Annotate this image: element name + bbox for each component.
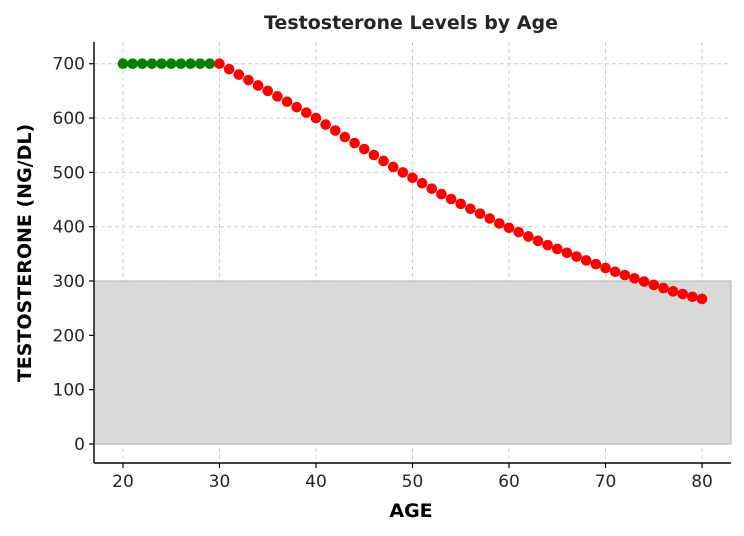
y-tick-label: 600 <box>53 109 85 129</box>
red-data-point <box>513 226 524 238</box>
green-data-point <box>156 58 167 70</box>
red-data-point <box>387 161 399 173</box>
red-data-point <box>214 58 225 70</box>
green-data-point <box>136 58 148 70</box>
red-data-point <box>494 218 505 229</box>
red-data-point <box>600 262 611 274</box>
y-tick-label: 300 <box>53 272 85 292</box>
y-tick-label: 500 <box>53 163 85 183</box>
red-data-point <box>223 63 235 75</box>
red-data-point <box>484 213 496 224</box>
y-tick-label: 400 <box>53 218 85 238</box>
red-data-point <box>455 198 467 210</box>
red-data-point <box>629 273 640 284</box>
red-data-point <box>378 155 389 167</box>
data-points-layer <box>117 58 708 305</box>
red-data-point <box>272 91 283 102</box>
red-data-point <box>243 74 254 86</box>
red-data-point <box>426 183 438 194</box>
red-data-point <box>523 231 534 242</box>
green-data-point <box>204 58 216 70</box>
x-tick-label: 40 <box>305 472 327 492</box>
y-tick-label: 700 <box>53 55 85 75</box>
x-tick-label: 60 <box>498 472 520 492</box>
green-data-point <box>127 58 138 70</box>
red-data-point <box>436 188 447 200</box>
red-data-point <box>474 208 486 219</box>
red-data-point <box>368 149 380 161</box>
red-data-point <box>465 203 476 215</box>
red-data-point <box>281 96 293 108</box>
red-data-point <box>687 291 698 303</box>
y-axis-label: TESTOSTERONE (NG/DL) <box>14 124 36 382</box>
y-tick-label: 200 <box>53 326 85 346</box>
red-data-point <box>416 177 428 189</box>
shaded-region-layer <box>93 280 732 445</box>
red-data-point <box>445 193 457 205</box>
red-data-point <box>658 282 669 294</box>
x-tick-label: 80 <box>691 472 713 492</box>
red-data-point <box>571 251 582 262</box>
red-data-point <box>252 80 264 91</box>
y-tick-label: 0 <box>74 435 85 455</box>
tick-layer: 20 30 40 50 60 70 80 0 100 200 300 400 500 600 700 <box>53 55 713 492</box>
red-data-point <box>561 247 573 259</box>
red-data-point <box>609 266 621 278</box>
red-data-point <box>580 255 592 266</box>
red-data-point <box>320 119 331 130</box>
red-data-point <box>358 143 370 155</box>
red-data-point <box>291 101 302 113</box>
red-data-point <box>638 276 650 287</box>
green-data-point <box>117 58 129 70</box>
x-tick-label: 30 <box>209 472 231 492</box>
red-data-point <box>532 235 544 247</box>
red-data-point <box>339 131 351 143</box>
green-data-point <box>165 58 177 70</box>
x-tick-label: 20 <box>112 472 134 492</box>
red-data-point <box>233 69 245 80</box>
green-data-point <box>185 58 196 70</box>
red-data-point <box>310 112 322 124</box>
red-data-point <box>619 269 631 281</box>
x-tick-label: 50 <box>402 472 424 492</box>
red-data-point <box>542 239 553 251</box>
x-tick-label: 70 <box>595 472 617 492</box>
red-data-point <box>696 293 708 305</box>
green-data-point <box>146 58 158 70</box>
red-data-point <box>551 243 563 255</box>
red-data-point <box>407 172 418 184</box>
y-tick-label: 100 <box>53 381 85 401</box>
red-data-point <box>301 107 312 118</box>
shaded-region <box>93 280 732 445</box>
red-data-point <box>590 258 602 270</box>
red-data-point <box>349 137 360 149</box>
green-data-point <box>194 58 206 70</box>
red-data-point <box>648 279 660 291</box>
x-axis-label: AGE <box>389 500 432 522</box>
red-data-point <box>329 125 341 136</box>
chart-title: Testosterone Levels by Age <box>264 12 558 34</box>
red-data-point <box>677 288 689 300</box>
red-data-point <box>262 85 274 97</box>
red-data-point <box>397 167 409 178</box>
red-data-point <box>667 286 679 297</box>
red-data-point <box>503 222 515 234</box>
green-data-point <box>175 58 187 70</box>
